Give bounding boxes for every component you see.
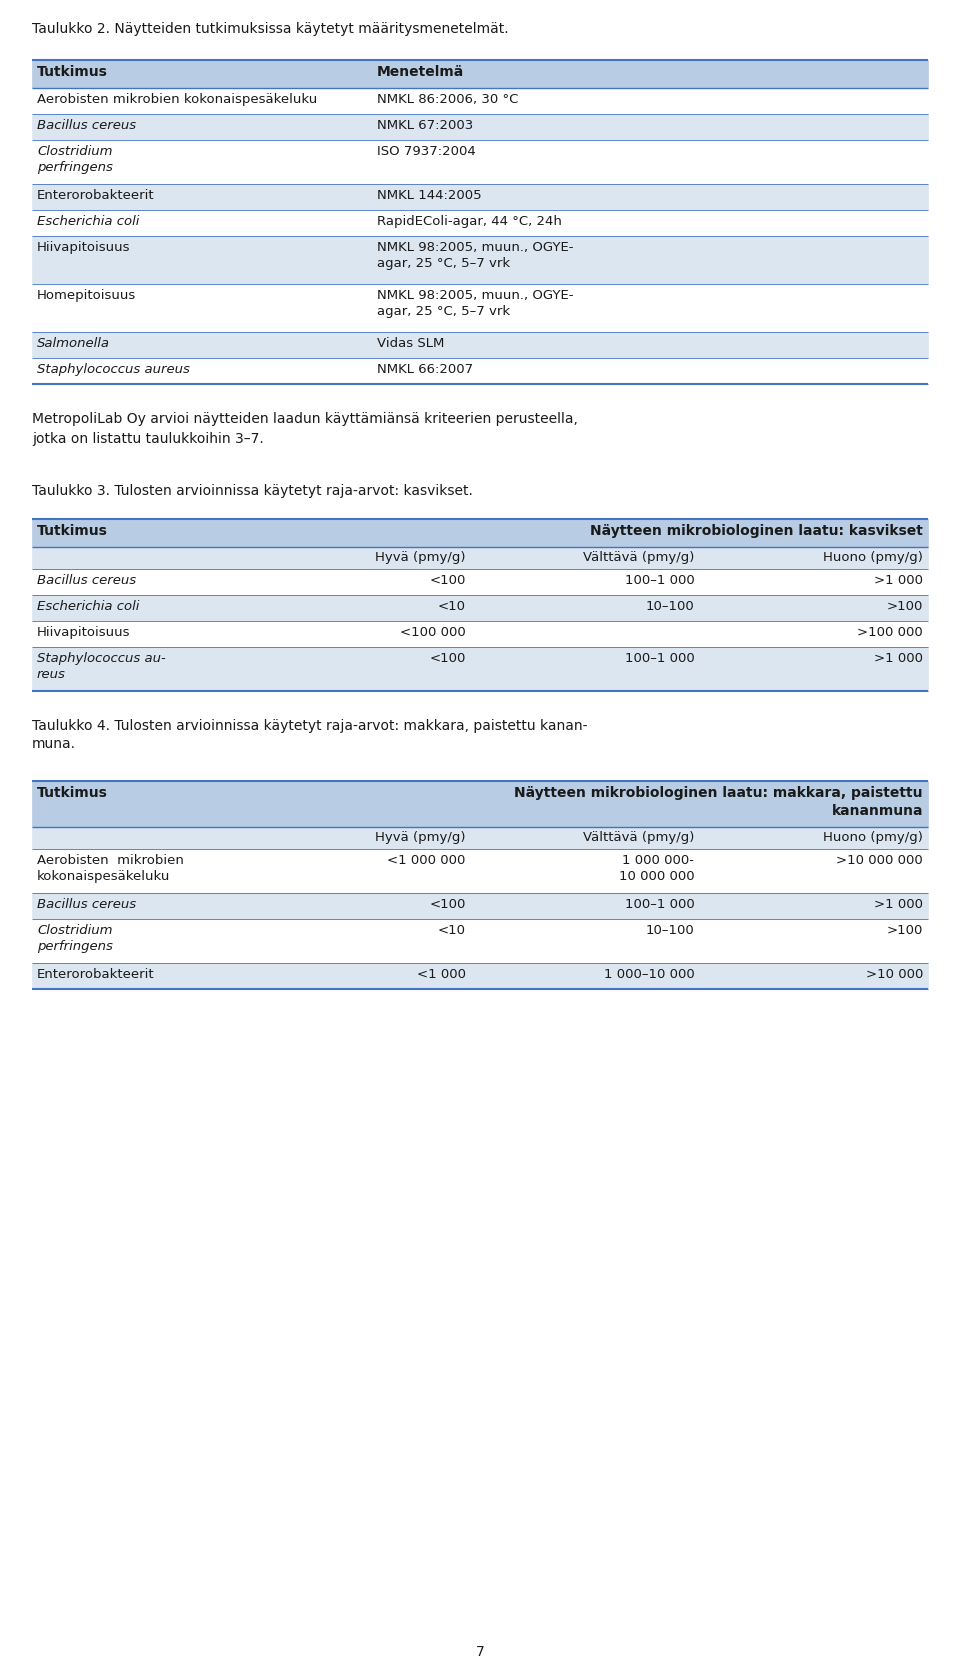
Bar	[32, 850, 928, 893]
Bar	[32, 89, 928, 114]
Text: <100 000: <100 000	[400, 627, 466, 639]
Bar	[32, 60, 928, 89]
Text: 100–1 000: 100–1 000	[625, 652, 694, 665]
Text: <100: <100	[429, 898, 466, 912]
Text: Escherichia coli: Escherichia coli	[37, 215, 139, 228]
Text: Tutkimus: Tutkimus	[37, 65, 108, 79]
Text: Hiivapitoisuus: Hiivapitoisuus	[37, 627, 131, 639]
Text: 100–1 000: 100–1 000	[625, 898, 694, 912]
Text: Hiivapitoisuus: Hiivapitoisuus	[37, 241, 131, 255]
Text: Salmonella: Salmonella	[37, 337, 110, 350]
Text: Välttävä (pmy/g): Välttävä (pmy/g)	[583, 551, 694, 565]
Text: Taulukko 3. Tulosten arvioinnissa käytetyt raja-arvot: kasvikset.: Taulukko 3. Tulosten arvioinnissa käytet…	[32, 484, 473, 498]
Text: Huono (pmy/g): Huono (pmy/g)	[823, 551, 923, 565]
Text: >10 000 000: >10 000 000	[836, 855, 923, 866]
Text: <1 000: <1 000	[417, 969, 466, 980]
Text: >1 000: >1 000	[874, 898, 923, 912]
Bar	[32, 964, 928, 989]
Bar	[32, 568, 928, 595]
Text: Vidas SLM: Vidas SLM	[377, 337, 444, 350]
Text: Homepitoisuus: Homepitoisuus	[37, 288, 136, 302]
Text: >10 000: >10 000	[866, 969, 923, 980]
Bar	[32, 114, 928, 141]
Text: 7: 7	[475, 1646, 485, 1659]
Text: Hyvä (pmy/g): Hyvä (pmy/g)	[375, 831, 466, 845]
Text: Bacillus cereus: Bacillus cereus	[37, 119, 136, 132]
Text: Aerobisten  mikrobien
kokonaispesäkeluku: Aerobisten mikrobien kokonaispesäkeluku	[37, 855, 184, 883]
Text: <10: <10	[438, 923, 466, 937]
Text: kananmuna: kananmuna	[831, 804, 923, 818]
Text: Välttävä (pmy/g): Välttävä (pmy/g)	[583, 831, 694, 845]
Text: <100: <100	[429, 573, 466, 587]
Text: Escherichia coli: Escherichia coli	[37, 600, 139, 613]
Text: Aerobisten mikrobien kokonaispesäkeluku: Aerobisten mikrobien kokonaispesäkeluku	[37, 92, 317, 106]
Text: Menetelmä: Menetelmä	[377, 65, 465, 79]
Text: Taulukko 4. Tulosten arvioinnissa käytetyt raja-arvot: makkara, paistettu kanan-: Taulukko 4. Tulosten arvioinnissa käytet…	[32, 719, 588, 732]
Text: <100: <100	[429, 652, 466, 665]
Text: Bacillus cereus: Bacillus cereus	[37, 898, 136, 912]
Text: 100–1 000: 100–1 000	[625, 573, 694, 587]
Bar	[32, 283, 928, 332]
Text: >100 000: >100 000	[857, 627, 923, 639]
Bar	[32, 184, 928, 210]
Text: Näytteen mikrobiologinen laatu: makkara, paistettu: Näytteen mikrobiologinen laatu: makkara,…	[515, 786, 923, 799]
Bar	[32, 918, 928, 964]
Text: NMKL 144:2005: NMKL 144:2005	[377, 189, 482, 203]
Text: Clostridium
perfringens: Clostridium perfringens	[37, 923, 113, 954]
Text: 1 000 000-
10 000 000: 1 000 000- 10 000 000	[618, 855, 694, 883]
Text: Staphylococcus aureus: Staphylococcus aureus	[37, 364, 190, 375]
Bar	[32, 622, 928, 647]
Bar	[32, 647, 928, 691]
Text: <10: <10	[438, 600, 466, 613]
Text: 10–100: 10–100	[645, 923, 694, 937]
Text: Huono (pmy/g): Huono (pmy/g)	[823, 831, 923, 845]
Text: NMKL 66:2007: NMKL 66:2007	[377, 364, 473, 375]
Bar	[32, 236, 928, 283]
Text: Enterorobakteerit: Enterorobakteerit	[37, 969, 155, 980]
Bar	[32, 781, 928, 826]
Text: ISO 7937:2004: ISO 7937:2004	[377, 146, 476, 158]
Text: >100: >100	[887, 923, 923, 937]
Text: RapidEColi-agar, 44 °C, 24h: RapidEColi-agar, 44 °C, 24h	[377, 215, 562, 228]
Bar	[32, 893, 928, 918]
Text: Näytteen mikrobiologinen laatu: kasvikset: Näytteen mikrobiologinen laatu: kasvikse…	[590, 525, 923, 538]
Bar	[32, 520, 928, 546]
Text: Hyvä (pmy/g): Hyvä (pmy/g)	[375, 551, 466, 565]
Text: Tutkimus: Tutkimus	[37, 786, 108, 799]
Text: 10–100: 10–100	[645, 600, 694, 613]
Text: Bacillus cereus: Bacillus cereus	[37, 573, 136, 587]
Text: <1 000 000: <1 000 000	[387, 855, 466, 866]
Text: >1 000: >1 000	[874, 652, 923, 665]
Text: 1 000–10 000: 1 000–10 000	[604, 969, 694, 980]
Text: NMKL 67:2003: NMKL 67:2003	[377, 119, 473, 132]
Text: Taulukko 2. Näytteiden tutkimuksissa käytetyt määritysmenetelmät.: Taulukko 2. Näytteiden tutkimuksissa käy…	[32, 22, 509, 35]
Bar	[32, 826, 928, 850]
Bar	[32, 332, 928, 359]
Text: Clostridium
perfringens: Clostridium perfringens	[37, 146, 113, 174]
Text: MetropoliLab Oy arvioi näytteiden laadun käyttämiänsä kriteerien perusteella,
jo: MetropoliLab Oy arvioi näytteiden laadun…	[32, 412, 578, 446]
Text: NMKL 98:2005, muun., OGYE-
agar, 25 °C, 5–7 vrk: NMKL 98:2005, muun., OGYE- agar, 25 °C, …	[377, 288, 573, 318]
Bar	[32, 595, 928, 622]
Text: Tutkimus: Tutkimus	[37, 525, 108, 538]
Bar	[32, 210, 928, 236]
Text: >100: >100	[887, 600, 923, 613]
Bar	[32, 546, 928, 568]
Text: NMKL 98:2005, muun., OGYE-
agar, 25 °C, 5–7 vrk: NMKL 98:2005, muun., OGYE- agar, 25 °C, …	[377, 241, 573, 270]
Text: >1 000: >1 000	[874, 573, 923, 587]
Text: NMKL 86:2006, 30 °C: NMKL 86:2006, 30 °C	[377, 92, 518, 106]
Bar	[32, 359, 928, 384]
Bar	[32, 141, 928, 184]
Text: Enterorobakteerit: Enterorobakteerit	[37, 189, 155, 203]
Text: muna.: muna.	[32, 737, 76, 751]
Text: Staphylococcus au-
reus: Staphylococcus au- reus	[37, 652, 166, 680]
